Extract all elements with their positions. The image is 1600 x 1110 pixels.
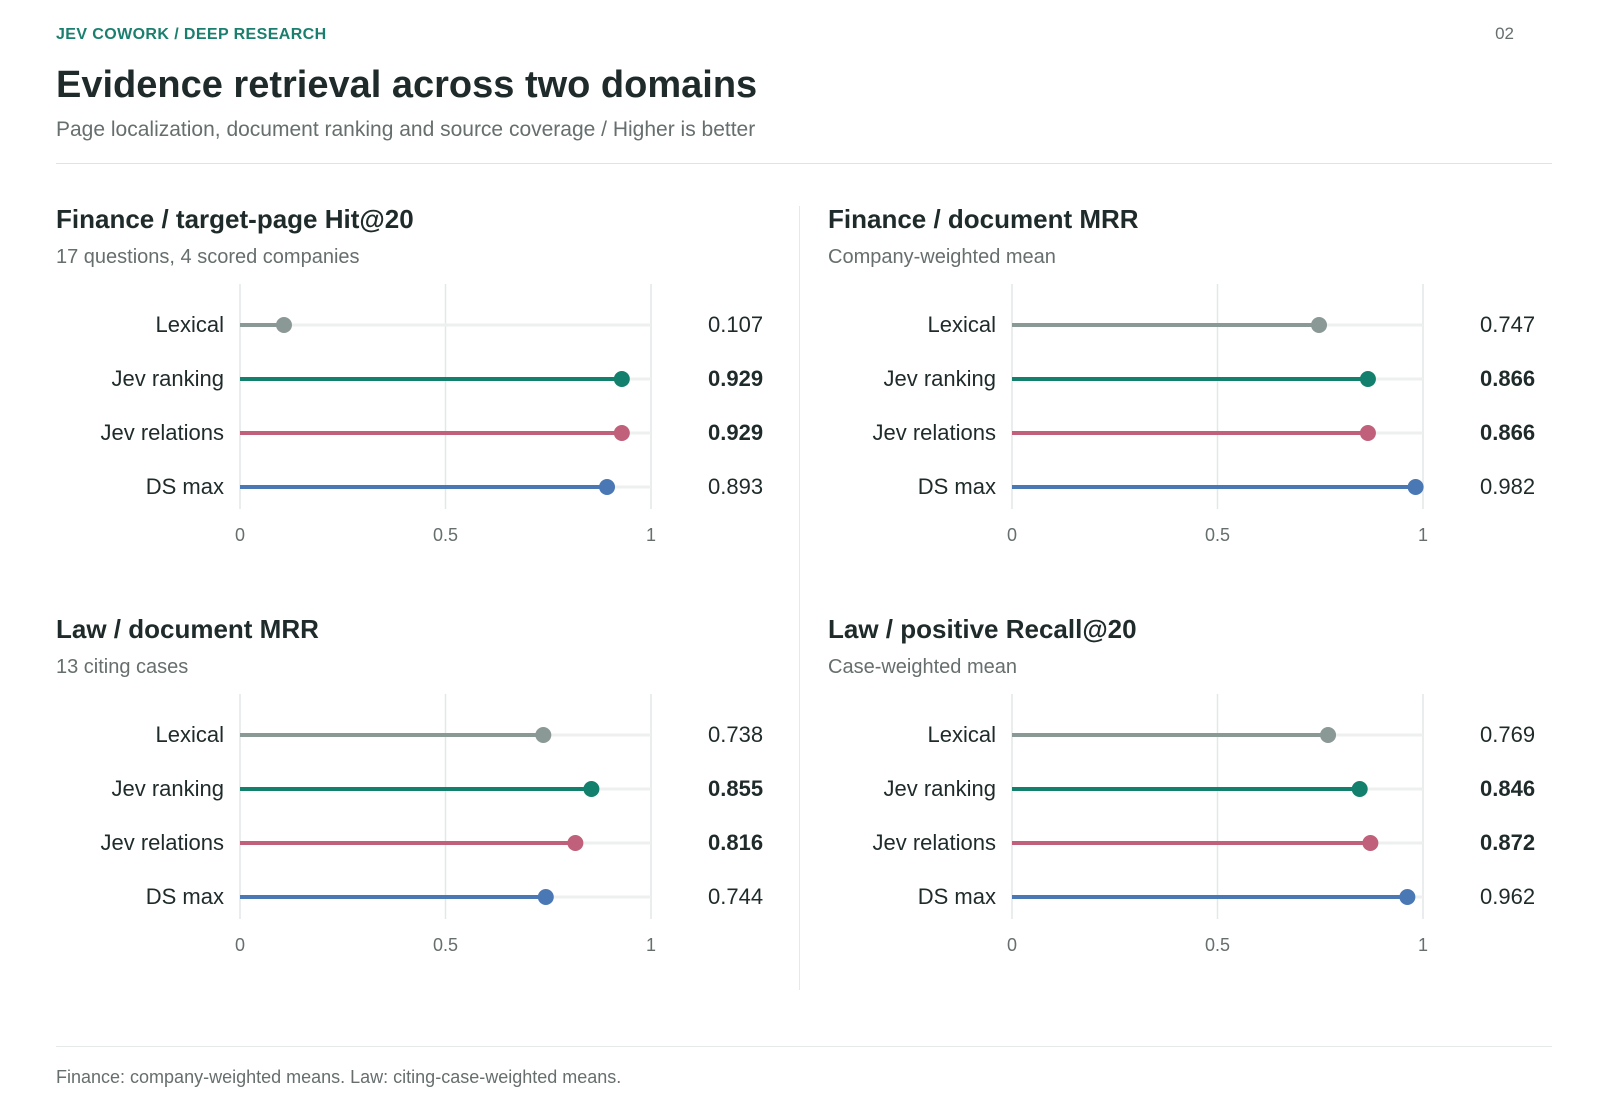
x-tick-label: 1 [646,935,656,955]
chart-law-recall: 0 0.5 1 Lexical 0.769 Jev ranking 0.846 Jev rel… [872,694,1535,955]
category-label: DS max [146,884,224,909]
value-label: 0.866 [1480,366,1535,391]
chart-subtitle: Case-weighted mean [828,656,1017,678]
chart-finance-mrr: 0 0.5 1 Lexical 0.747 Jev ranking 0.866 Jev rel… [872,284,1535,545]
category-label: Lexical [928,722,996,747]
lollipop-dot [1362,835,1379,851]
category-label: Lexical [928,312,996,337]
category-label: DS max [146,474,224,499]
x-tick-label: 0 [235,935,245,955]
lollipop-dot [613,425,630,441]
chart-law-mrr: 0 0.5 1 Lexical 0.738 Jev ranking 0.855 Jev rel… [100,694,763,955]
category-label: Jev relations [100,420,224,445]
category-label: Jev relations [872,830,996,855]
x-tick-label: 0 [1007,525,1017,545]
value-label: 0.893 [708,474,763,499]
value-label: 0.816 [708,830,763,855]
x-tick-label: 1 [646,525,656,545]
x-tick-label: 1 [1418,935,1428,955]
x-tick-label: 0.5 [433,935,458,955]
category-label: Lexical [156,312,224,337]
value-label: 0.866 [1480,420,1535,445]
value-label: 0.855 [708,776,763,801]
lollipop-dot [1359,371,1376,387]
footer-divider [56,1046,1552,1047]
chart-title: Finance / target-page Hit@20 [56,204,414,234]
chart-title: Finance / document MRR [828,204,1139,234]
lollipop-dot [537,889,554,905]
lollipop-dot [567,835,584,851]
chart-title: Law / positive Recall@20 [828,614,1137,644]
value-label: 0.747 [1480,312,1535,337]
category-label: DS max [918,884,996,909]
chart-subtitle: Company-weighted mean [828,246,1056,268]
x-tick-label: 0.5 [433,525,458,545]
footnote: Finance: company-weighted means. Law: ci… [56,1067,622,1087]
chart-panel-finance-hit: Finance / target-page Hit@20 17 question… [56,204,776,584]
page-title: Evidence retrieval across two domains [56,64,758,106]
x-tick-label: 0.5 [1205,935,1230,955]
category-label: Jev ranking [883,776,996,801]
breadcrumb: JEV COWORK / DEEP RESEARCH [56,26,327,43]
category-label: Jev relations [872,420,996,445]
category-label: Jev ranking [111,366,224,391]
category-label: Jev relations [100,830,224,855]
chart-title: Law / document MRR [56,614,319,644]
category-label: DS max [918,474,996,499]
lollipop-dot [599,479,616,495]
lollipop-dot [275,317,292,333]
chart-panel-law-recall: Law / positive Recall@20 Case-weighted m… [828,614,1548,994]
value-label: 0.846 [1480,776,1535,801]
header-divider [56,163,1552,164]
category-label: Jev ranking [883,366,996,391]
value-label: 0.744 [708,884,763,909]
value-label: 0.982 [1480,474,1535,499]
value-label: 0.738 [708,722,763,747]
value-label: 0.769 [1480,722,1535,747]
page-subtitle: Page localization, document ranking and … [56,118,756,141]
chart-subtitle: 13 citing cases [56,656,189,678]
value-label: 0.929 [708,366,763,391]
column-divider [799,206,800,990]
lollipop-dot [613,371,630,387]
chart-panel-law-mrr: Law / document MRR 13 citing cases 0 0.5 1… [56,614,776,994]
lollipop-dot [1407,479,1424,495]
value-label: 0.962 [1480,884,1535,909]
category-label: Lexical [156,722,224,747]
x-tick-label: 0.5 [1205,525,1230,545]
category-label: Jev ranking [111,776,224,801]
x-tick-label: 1 [1418,525,1428,545]
lollipop-dot [535,727,552,743]
page-number: 02 [1495,24,1514,43]
x-tick-label: 0 [235,525,245,545]
chart-panel-finance-mrr: Finance / document MRR Company-weighted … [828,204,1548,584]
value-label: 0.929 [708,420,763,445]
lollipop-dot [1351,781,1368,797]
x-tick-label: 0 [1007,935,1017,955]
lollipop-dot [583,781,600,797]
value-label: 0.872 [1480,830,1535,855]
chart-finance-hit: 0 0.5 1 Lexical 0.107 Jev ranking 0.929 Jev rel… [100,284,763,545]
lollipop-dot [1320,727,1337,743]
chart-subtitle: 17 questions, 4 scored companies [56,246,360,268]
value-label: 0.107 [708,312,763,337]
lollipop-dot [1359,425,1376,441]
lollipop-dot [1399,889,1416,905]
lollipop-dot [1311,317,1328,333]
